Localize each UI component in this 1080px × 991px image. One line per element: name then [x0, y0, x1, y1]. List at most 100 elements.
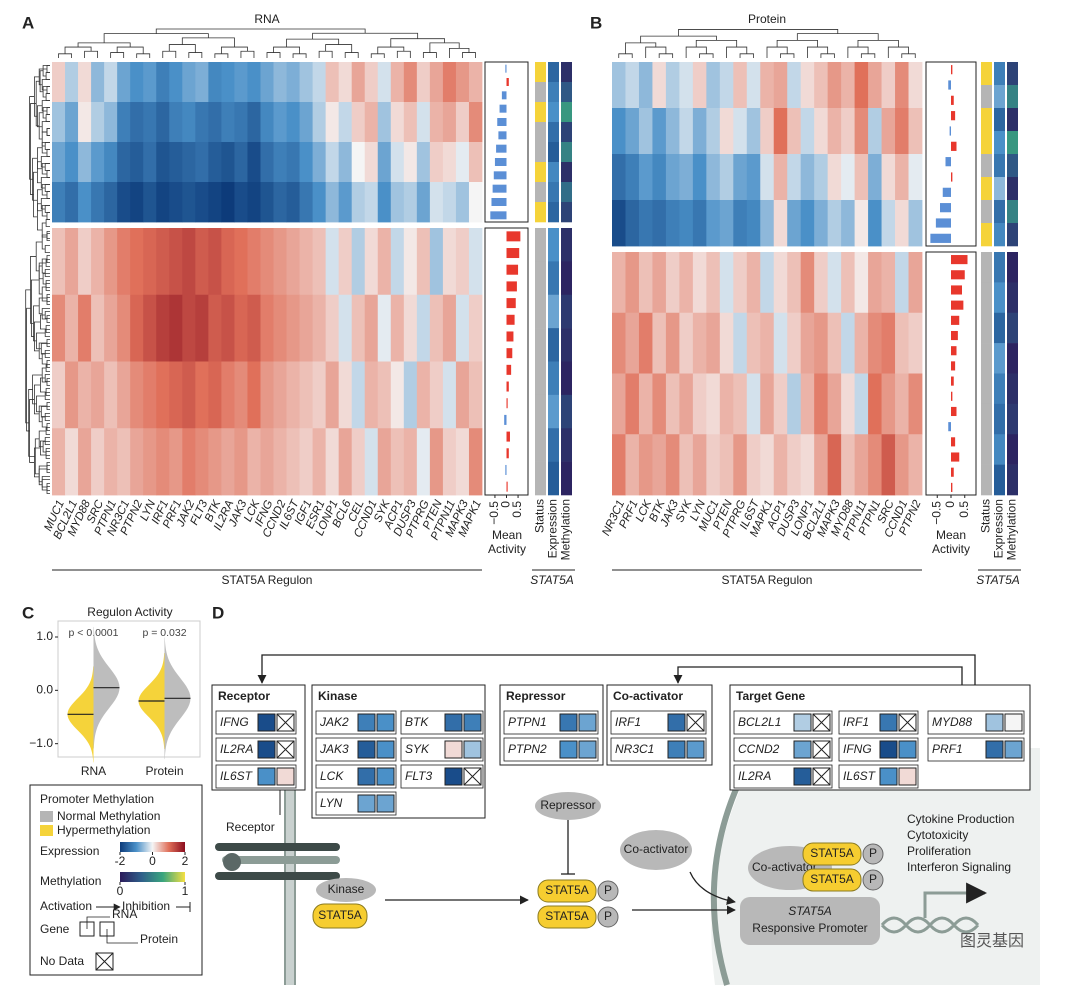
- heatmap-cell: [299, 62, 314, 103]
- mean-activity-bar: [505, 464, 507, 475]
- status-strip-cell: [981, 108, 992, 132]
- heatmap-cell: [338, 182, 353, 223]
- coactivator-node: [620, 830, 692, 870]
- methylation-strip-cell: [1007, 200, 1018, 224]
- heatmap-cell: [325, 102, 340, 143]
- heatmap-cell: [760, 154, 775, 201]
- rna-square: [444, 713, 463, 732]
- rna-square: [257, 713, 276, 732]
- status-strip-cell: [535, 102, 546, 123]
- heatmap-cell: [429, 102, 444, 143]
- heatmap-cell: [706, 200, 721, 247]
- heatmap-cell: [247, 62, 261, 103]
- gene-name: IL6ST: [220, 769, 254, 783]
- heatmap-cell: [665, 154, 680, 201]
- heatmap-cell: [403, 142, 418, 183]
- heatmap-cell: [468, 428, 483, 496]
- heatmap-cell: [760, 312, 775, 374]
- heatmap-cell: [91, 294, 105, 362]
- no-data-cross: [95, 952, 114, 971]
- mean-activity-bar: [506, 398, 508, 409]
- diagram-label: STAT5A: [810, 872, 854, 886]
- mean-activity-bar: [951, 467, 954, 477]
- heatmap-cell: [91, 428, 105, 496]
- status-strip-cell: [981, 434, 992, 465]
- heatmap-cell: [325, 428, 340, 496]
- heatmap-cell: [195, 182, 209, 223]
- heatmap-cell: [169, 228, 183, 296]
- expression-strip-cell: [994, 403, 1005, 435]
- heatmap-cell: [52, 228, 66, 296]
- heatmap-cell: [377, 294, 392, 362]
- feedback-arrow: [673, 666, 963, 686]
- dendrogram: [618, 29, 916, 58]
- heatmap-cell: [403, 228, 418, 296]
- heatmap-cell: [895, 62, 909, 109]
- methylation-strip-cell: [561, 428, 572, 462]
- heatmap-cell: [679, 200, 694, 247]
- gene-name: MYD88: [932, 715, 972, 729]
- mean-activity-bar: [951, 406, 957, 417]
- gene-name: SYK: [405, 742, 430, 756]
- status-strip-cell: [981, 200, 992, 224]
- mean-activity-bar: [948, 422, 951, 432]
- heatmap-cell: [881, 108, 896, 155]
- heatmap-cell: [468, 294, 483, 362]
- heatmap-cell: [746, 312, 761, 374]
- mean-activity-bar: [951, 255, 968, 265]
- rna-square: [559, 713, 578, 732]
- status-strip-cell: [981, 282, 992, 314]
- mean-activity-bar: [506, 314, 515, 325]
- heatmap-cell: [787, 62, 802, 109]
- heatmap-cell: [91, 182, 105, 223]
- heatmap-cell: [868, 373, 882, 435]
- heatmap-cell: [908, 312, 923, 374]
- heatmap-cell: [299, 428, 314, 496]
- heatmap-cell: [377, 62, 392, 103]
- heatmap-cell: [638, 154, 653, 201]
- heatmap-cell: [612, 108, 626, 155]
- heatmap-cell: [234, 228, 248, 296]
- status-strip-cell: [535, 142, 546, 163]
- gene-name: PTPN2: [508, 742, 547, 756]
- protein-square: [578, 740, 597, 759]
- heatmap-cell: [221, 102, 235, 143]
- heatmap-cell: [130, 142, 144, 183]
- heatmap-cell: [312, 182, 327, 223]
- phospho-node: [862, 843, 884, 865]
- expression-strip-cell: [994, 177, 1005, 201]
- panel-label: B: [590, 13, 602, 32]
- heatmap-cell: [429, 142, 444, 183]
- mean-activity-bar: [506, 364, 512, 375]
- heatmap-cell: [760, 108, 775, 155]
- heatmap-cell: [299, 361, 314, 429]
- heatmap-cell: [143, 361, 157, 429]
- heatmap-cell: [612, 373, 626, 435]
- heatmap-cell: [652, 200, 667, 247]
- heatmap-cell: [234, 361, 248, 429]
- diagram-label: Kinase: [328, 882, 365, 896]
- heatmap-cell: [908, 154, 923, 201]
- heatmap-cell: [773, 312, 788, 374]
- colorbar-tick-label: 1: [182, 884, 189, 898]
- expression-strip-cell: [548, 261, 559, 296]
- heatmap-cell: [612, 62, 626, 109]
- heatmap-cell: [338, 361, 353, 429]
- heatmap-cell: [247, 428, 261, 496]
- mean-activity-bar: [949, 126, 951, 136]
- heatmap-cell: [881, 252, 896, 314]
- legend-frame: [29, 784, 203, 976]
- heatmap-cell: [679, 373, 694, 435]
- no-data-cross: [686, 713, 705, 732]
- heatmap-cell: [325, 294, 340, 362]
- panel-label: C: [22, 603, 34, 622]
- heatmap-cell: [787, 312, 802, 374]
- expression-strip-cell: [994, 223, 1005, 247]
- heatmap-cell: [895, 154, 909, 201]
- mean-activity-bar: [951, 141, 957, 151]
- heatmap-cell: [679, 252, 694, 314]
- heatmap-cell: [351, 294, 366, 362]
- methylation-strip-cell: [561, 394, 572, 429]
- rna-square: [257, 740, 276, 759]
